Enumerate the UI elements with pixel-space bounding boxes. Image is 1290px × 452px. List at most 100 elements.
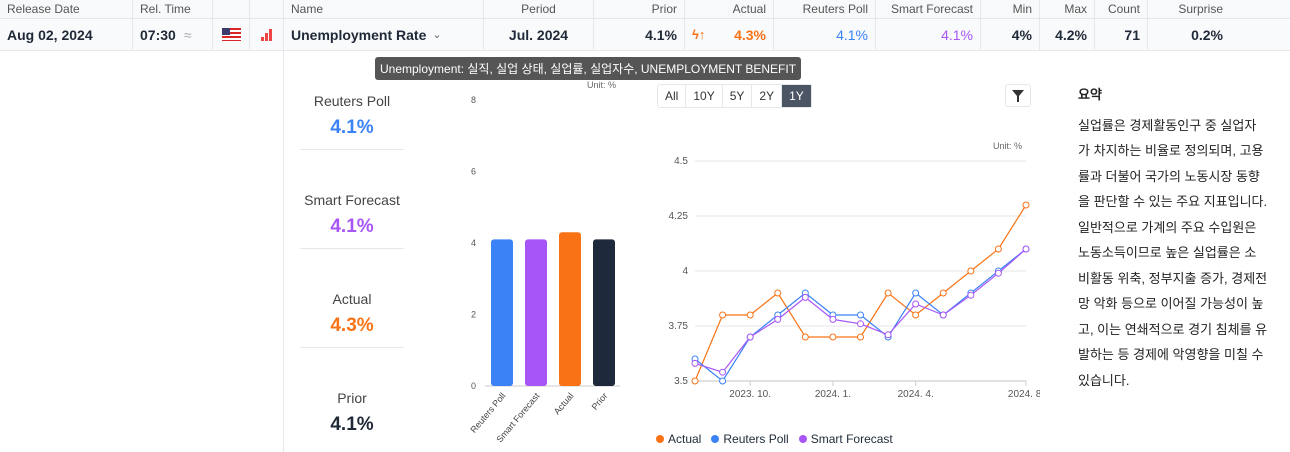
data-point: [939, 311, 947, 319]
col-period[interactable]: Period: [484, 0, 594, 18]
stat-value: 4.1%: [330, 117, 374, 138]
col-prior[interactable]: Prior: [594, 0, 685, 18]
legend-actual[interactable]: Actual: [656, 432, 701, 446]
x-tick: 2023. 10.: [729, 389, 771, 400]
indicator-name-text: Unemployment Rate: [291, 26, 427, 43]
bar: [491, 239, 513, 386]
approx-icon: ≈: [183, 26, 192, 43]
x-tick: 2024. 4.: [898, 389, 934, 400]
y-tick: 4: [471, 238, 476, 248]
data-point: [719, 311, 727, 319]
stat-value: 4.1%: [330, 216, 374, 237]
smart-forecast: 4.1%: [876, 19, 981, 50]
data-point: [912, 311, 920, 319]
stat-value: 4.3%: [330, 315, 374, 336]
col-min[interactable]: Min: [981, 0, 1040, 18]
col-actual[interactable]: Actual: [685, 0, 774, 18]
data-point: [746, 311, 754, 319]
data-point: [691, 359, 699, 367]
stat-smart-forecast: Smart Forecast 4.1%: [300, 150, 404, 249]
x-tick: Prior: [590, 391, 610, 412]
data-point: [994, 269, 1002, 277]
data-point: [857, 333, 864, 341]
range-all[interactable]: All: [658, 85, 687, 107]
bar: [525, 239, 547, 386]
y-tick: 0: [471, 381, 476, 391]
name-tooltip: Unemployment: 실직, 실업 상태, 실업률, 실업자수, UNEM…: [375, 57, 802, 80]
stat-label: Reuters Poll: [313, 93, 391, 109]
indicator-name[interactable]: Unemployment Rate ⌄: [284, 19, 484, 50]
data-point: [774, 315, 782, 323]
count: 71: [1095, 19, 1148, 50]
bar: [593, 239, 615, 386]
bar: [559, 232, 581, 386]
data-point: [1022, 201, 1030, 209]
stat-reuters-poll: Reuters Poll 4.1%: [300, 51, 404, 150]
data-point: [691, 377, 699, 385]
filter-button[interactable]: [1005, 84, 1031, 107]
col-country: [213, 0, 250, 18]
stat-label: Actual: [332, 291, 372, 307]
y-tick: 4: [682, 266, 688, 277]
data-point: [719, 377, 727, 385]
table-header: Release Date Rel. Time Name Period Prior…: [0, 0, 1290, 19]
release-date: Aug 02, 2024: [0, 19, 133, 50]
us-flag-icon: [221, 28, 241, 41]
x-tick: Actual: [552, 391, 576, 417]
col-name[interactable]: Name: [284, 0, 484, 18]
period: Jul. 2024: [484, 19, 594, 50]
range-selector: All 10Y 5Y 2Y 1Y: [657, 84, 812, 108]
data-point: [719, 368, 727, 376]
min: 4%: [981, 19, 1040, 50]
release-time: 07:30: [140, 26, 176, 43]
stat-actual: Actual 4.3%: [300, 249, 404, 348]
y-tick: 6: [471, 167, 476, 177]
data-point: [857, 320, 864, 328]
data-point: [829, 315, 837, 323]
bar-chart-icon: [260, 28, 272, 41]
data-point: [912, 300, 920, 308]
summary-text: 실업률은 경제활동인구 중 실업자가 차지하는 비율로 정의되며, 고용률과 더…: [1078, 117, 1268, 388]
stat-value: 4.1%: [330, 414, 374, 435]
data-point: [967, 267, 975, 275]
data-point: [939, 289, 947, 297]
range-1y[interactable]: 1Y: [782, 85, 811, 107]
series-line: [694, 248, 1027, 373]
col-smart[interactable]: Smart Forecast: [876, 0, 981, 18]
col-release-date[interactable]: Release Date: [0, 0, 133, 18]
x-tick: 2024. 8.: [1008, 389, 1040, 400]
y-tick: 8: [471, 95, 476, 105]
unit-label: Unit: %: [587, 80, 616, 90]
surprise: 0.2%: [1191, 26, 1223, 43]
surprise-up-icon: ϟ↑: [692, 27, 706, 42]
chevron-down-icon[interactable]: ⌄: [432, 29, 442, 41]
col-reuters[interactable]: Reuters Poll: [774, 0, 876, 18]
data-point: [857, 311, 864, 319]
range-10y[interactable]: 10Y: [686, 85, 723, 107]
table-row[interactable]: Aug 02, 2024 07:30 ≈ Unemployment Rate ⌄ J…: [0, 19, 1290, 51]
legend-smart[interactable]: Smart Forecast: [798, 432, 893, 446]
col-max[interactable]: Max: [1040, 0, 1095, 18]
data-point: [884, 331, 892, 339]
unit-label: Unit: %: [993, 141, 1022, 151]
col-surprise[interactable]: Surprise: [1178, 2, 1223, 16]
range-2y[interactable]: 2Y: [752, 85, 783, 107]
col-count[interactable]: Count: [1095, 0, 1148, 18]
col-importance: [250, 0, 284, 18]
stat-label: Prior: [337, 390, 367, 406]
x-tick: 2024. 1.: [815, 389, 851, 400]
stat-prior: Prior 4.1%: [300, 348, 404, 447]
stat-label: Smart Forecast: [304, 192, 400, 208]
col-rel-time[interactable]: Rel. Time: [133, 0, 213, 18]
data-point: [1022, 245, 1030, 253]
data-point: [967, 291, 975, 299]
actual: 4.3%: [734, 26, 766, 43]
range-5y[interactable]: 5Y: [723, 85, 753, 107]
data-point: [801, 293, 809, 301]
divider: [283, 51, 284, 452]
legend-reuters[interactable]: Reuters Poll: [711, 432, 789, 446]
reuters-poll: 4.1%: [774, 19, 876, 50]
data-point: [994, 245, 1002, 253]
series-line: [694, 204, 1027, 382]
